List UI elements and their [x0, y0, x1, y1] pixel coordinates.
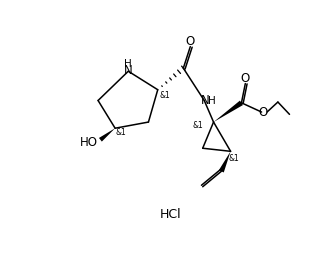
Text: &1: &1 — [159, 91, 170, 100]
Text: O: O — [186, 35, 195, 48]
Text: O: O — [241, 72, 250, 85]
Text: HCl: HCl — [159, 208, 181, 221]
Text: N: N — [201, 94, 209, 107]
Polygon shape — [219, 151, 231, 172]
Text: O: O — [259, 106, 268, 119]
Text: &1: &1 — [228, 154, 239, 163]
Text: H: H — [208, 95, 216, 106]
Text: HO: HO — [80, 135, 98, 148]
Text: N: N — [124, 64, 133, 77]
Text: &1: &1 — [116, 128, 127, 137]
Polygon shape — [213, 101, 243, 122]
Polygon shape — [99, 128, 115, 142]
Text: &1: &1 — [193, 121, 204, 130]
Text: H: H — [124, 59, 132, 69]
